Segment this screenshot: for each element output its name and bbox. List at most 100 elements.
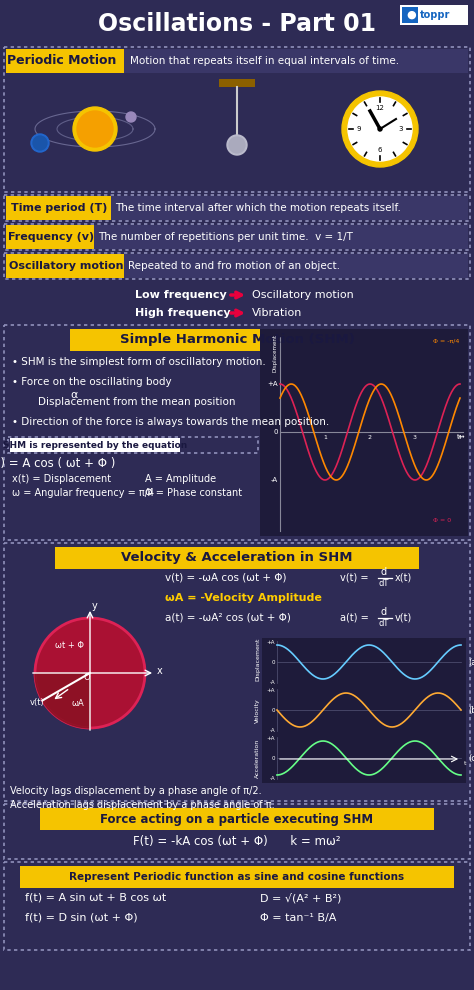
Text: 0: 0 [272, 708, 275, 713]
Text: 3: 3 [413, 435, 417, 440]
Text: dT: dT [378, 579, 389, 588]
Text: Φ = Phase constant: Φ = Phase constant [145, 488, 242, 498]
Bar [400, 5, 468, 25]
Bar [40, 808, 434, 830]
Bar [219, 79, 255, 87]
Bar [4, 862, 470, 950]
Text: a(t) =: a(t) = [340, 613, 372, 623]
Text: (c): (c) [468, 753, 474, 762]
Text: Displacement: Displacement [273, 334, 278, 372]
Text: toppr: toppr [420, 10, 450, 20]
Bar [4, 543, 470, 801]
Text: 0: 0 [273, 429, 278, 435]
Bar [4, 253, 470, 279]
Text: ωt + Φ: ωt + Φ [55, 641, 84, 649]
Bar [6, 49, 468, 73]
Polygon shape [35, 673, 90, 728]
Text: • Force on the oscillating body: • Force on the oscillating body [12, 377, 172, 387]
Bar [4, 804, 470, 859]
Text: 2: 2 [368, 435, 372, 440]
Text: ωA: ωA [72, 699, 84, 708]
Text: • Direction of the force is always towards the mean position.: • Direction of the force is always towar… [12, 417, 329, 427]
Text: d: d [381, 607, 387, 617]
Circle shape [31, 134, 49, 152]
Text: -A: -A [269, 679, 275, 684]
Text: Φ = 0: Φ = 0 [433, 519, 451, 524]
Text: +A: +A [266, 640, 275, 644]
Circle shape [33, 136, 47, 150]
Text: ●: ● [406, 10, 416, 20]
Circle shape [348, 97, 412, 161]
Text: A = Amplitude: A = Amplitude [145, 474, 216, 484]
Circle shape [35, 618, 145, 728]
Text: Motion that repeats itself in equal intervals of time.: Motion that repeats itself in equal inte… [130, 56, 399, 66]
Text: The number of repetitions per unit time.  v = 1/T: The number of repetitions per unit time.… [98, 232, 353, 242]
Text: d: d [381, 567, 387, 577]
Text: x: x [157, 666, 163, 676]
Text: v(t): v(t) [30, 699, 45, 708]
Text: Frequency (v): Frequency (v) [8, 232, 94, 242]
Bar [4, 195, 470, 221]
Text: Vibration: Vibration [252, 308, 302, 318]
Text: Oscillatory motion: Oscillatory motion [9, 261, 123, 271]
Bar [262, 638, 466, 783]
Bar [6, 254, 124, 278]
Text: Oscillatory motion: Oscillatory motion [252, 290, 354, 300]
Text: High frequency: High frequency [135, 308, 238, 318]
Text: t: t [464, 761, 466, 766]
Bar [4, 325, 470, 540]
Bar [260, 329, 468, 536]
Bar [4, 47, 470, 192]
Text: Simple Harmonic Motion (SHM): Simple Harmonic Motion (SHM) [119, 334, 355, 346]
Text: Displacement from the mean position: Displacement from the mean position [38, 397, 236, 407]
Circle shape [342, 91, 418, 167]
Text: x(t) = Displacement: x(t) = Displacement [12, 474, 111, 484]
Text: Acceleration: Acceleration [255, 739, 260, 778]
Text: ω = Angular frequency = π/4: ω = Angular frequency = π/4 [12, 488, 154, 498]
Bar [6, 225, 94, 249]
Text: F(t) = -kA cos (ωt + Φ)      k = mω²: F(t) = -kA cos (ωt + Φ) k = mω² [133, 836, 341, 848]
Text: v(t) = -ωA cos (ωt + Φ): v(t) = -ωA cos (ωt + Φ) [165, 573, 286, 583]
Text: Time period (T): Time period (T) [11, 203, 108, 213]
Bar [4, 224, 470, 250]
Circle shape [73, 107, 117, 151]
Text: SHM is represented by the equation: SHM is represented by the equation [3, 441, 187, 449]
Text: 6: 6 [378, 147, 382, 153]
Text: -A: -A [271, 477, 278, 483]
Text: • SHM is the simplest form of oscillatory motion.: • SHM is the simplest form of oscillator… [12, 357, 266, 367]
Text: (b): (b) [468, 706, 474, 715]
Bar [6, 225, 468, 249]
Text: v(t) =: v(t) = [340, 573, 372, 583]
Text: Oscillations - Part 01: Oscillations - Part 01 [98, 12, 376, 36]
Bar [10, 438, 180, 452]
Text: f(t) = D sin (ωt + Φ): f(t) = D sin (ωt + Φ) [25, 913, 137, 923]
Text: 4: 4 [458, 435, 462, 440]
Bar [6, 49, 124, 73]
Bar [6, 196, 468, 220]
Text: -A: -A [269, 728, 275, 733]
Text: Displacement: Displacement [255, 639, 260, 681]
Text: +A: +A [266, 687, 275, 692]
Text: Velocity & Acceleration in SHM: Velocity & Acceleration in SHM [121, 551, 353, 564]
Text: Force acting on a particle executing SHM: Force acting on a particle executing SHM [100, 813, 374, 826]
Bar [20, 866, 454, 888]
Text: v(t): v(t) [394, 613, 412, 623]
Text: Φ = -π/4: Φ = -π/4 [433, 339, 459, 344]
Bar [70, 329, 404, 351]
Text: a(t) = -ωA² cos (ωt + Φ): a(t) = -ωA² cos (ωt + Φ) [165, 613, 291, 623]
Circle shape [229, 137, 245, 153]
Circle shape [77, 111, 113, 147]
Bar [55, 547, 419, 569]
Text: (a): (a) [468, 657, 474, 666]
Circle shape [227, 135, 247, 155]
Text: D = √(A² + B²): D = √(A² + B²) [260, 893, 341, 903]
Text: Acceleration lags displacement by a phase angle of π.: Acceleration lags displacement by a phas… [10, 800, 274, 810]
Text: x(t): x(t) [394, 573, 412, 583]
Circle shape [378, 127, 382, 131]
Text: x(t) = A cos ( ωt + Φ ): x(t) = A cos ( ωt + Φ ) [0, 456, 116, 469]
Text: 0: 0 [272, 659, 275, 664]
Bar [8, 437, 258, 453]
Text: 9: 9 [357, 126, 361, 132]
Text: Repeated to and fro motion of an object.: Repeated to and fro motion of an object. [128, 261, 340, 271]
Text: 3: 3 [399, 126, 403, 132]
